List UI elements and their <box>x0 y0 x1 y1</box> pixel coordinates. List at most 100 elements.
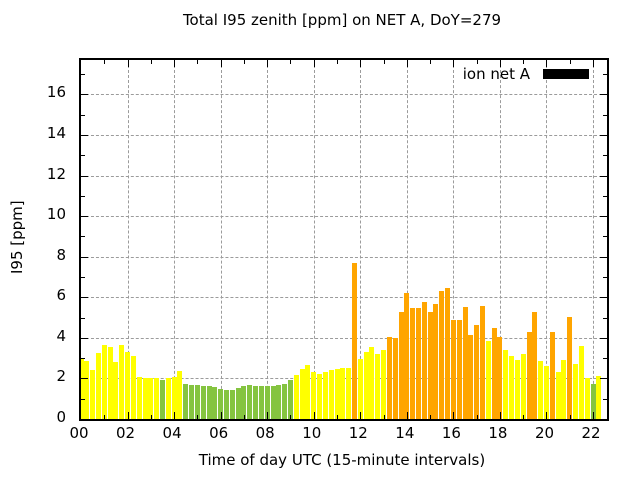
y-tick-mark <box>81 297 88 299</box>
bar-03:00 <box>148 378 154 419</box>
x-gridline <box>127 60 129 419</box>
y-tick-mark <box>600 337 607 339</box>
y-tick-mark <box>81 317 85 319</box>
bar-06:45 <box>235 387 241 419</box>
x-tick-mark <box>313 60 315 67</box>
x-tick-mark <box>267 412 269 419</box>
bar-18:15 <box>503 350 509 419</box>
bar-14:15 <box>410 308 416 419</box>
y-tick-label: 4 <box>56 326 66 345</box>
bar-07:45 <box>258 385 264 419</box>
bar-07:30 <box>253 385 259 419</box>
bar-19:30 <box>532 311 538 419</box>
bar-20:00 <box>543 366 549 419</box>
bar-12:15 <box>363 352 369 419</box>
x-tick-mark <box>360 412 362 419</box>
bar-08:45 <box>282 383 288 419</box>
bar-21:15 <box>573 364 579 419</box>
y-tick-mark <box>81 155 85 157</box>
x-tick-mark <box>313 412 315 419</box>
x-tick-label: 04 <box>162 424 182 442</box>
y-tick-mark <box>603 74 607 76</box>
y-tick-mark <box>81 216 88 218</box>
bar-19:15 <box>526 331 532 419</box>
y-gridline <box>81 135 607 137</box>
x-tick-mark <box>453 412 455 419</box>
y-gridline <box>81 94 607 96</box>
bar-10:45 <box>328 370 334 419</box>
x-tick-mark <box>267 60 269 67</box>
y-tick-mark <box>81 256 88 258</box>
bar-06:30 <box>229 389 235 419</box>
legend: ion net A <box>463 65 589 83</box>
y-tick-mark <box>81 337 88 339</box>
bar-18:30 <box>509 356 515 419</box>
bar-11:45 <box>351 262 357 419</box>
x-tick-mark <box>174 60 176 67</box>
x-tick-mark <box>174 412 176 419</box>
bar-04:00 <box>171 377 177 419</box>
x-gridline <box>267 60 269 419</box>
bar-00:30 <box>90 370 96 419</box>
bar-08:15 <box>270 385 276 419</box>
x-tick-mark <box>430 415 432 419</box>
y-tick-label: 6 <box>56 286 66 305</box>
bar-01:45 <box>119 344 125 419</box>
x-tick-mark <box>523 60 525 64</box>
x-tick-mark <box>476 415 478 419</box>
x-tick-label: 22 <box>581 424 601 442</box>
x-tick-label: 12 <box>348 424 368 442</box>
bar-10:15 <box>317 374 323 419</box>
bar-18:45 <box>514 360 520 419</box>
x-tick-mark <box>127 60 129 67</box>
x-tick-label: 18 <box>488 424 508 442</box>
x-gridline <box>499 60 501 419</box>
bar-21:00 <box>567 316 573 419</box>
x-tick-mark <box>197 60 199 64</box>
bar-00:45 <box>95 353 101 419</box>
x-tick-mark <box>546 60 548 67</box>
bar-09:30 <box>299 369 305 419</box>
x-tick-mark <box>383 415 385 419</box>
y-tick-mark <box>600 378 607 380</box>
x-tick-mark <box>569 415 571 419</box>
x-tick-label: 08 <box>255 424 275 442</box>
bar-04:30 <box>183 383 189 419</box>
x-tick-mark <box>243 415 245 419</box>
bar-06:00 <box>218 388 224 419</box>
bar-09:15 <box>293 375 299 419</box>
y-axis-label: I95 [ppm] <box>8 200 26 275</box>
bar-13:00 <box>381 350 387 419</box>
x-tick-mark <box>406 412 408 419</box>
x-tick-mark <box>150 60 152 64</box>
x-tick-mark <box>243 60 245 64</box>
bar-12:00 <box>357 359 363 419</box>
y-gridline <box>81 297 607 299</box>
y-tick-mark <box>81 94 88 96</box>
y-tick-mark <box>600 216 607 218</box>
y-tick-mark <box>603 155 607 157</box>
x-tick-label: 20 <box>534 424 555 442</box>
bar-10:30 <box>322 372 328 419</box>
bar-15:15 <box>433 304 439 419</box>
bar-05:15 <box>200 385 206 419</box>
x-tick-mark <box>337 415 339 419</box>
bar-02:00 <box>125 352 131 419</box>
y-tick-mark <box>81 236 85 238</box>
x-tick-mark <box>383 60 385 64</box>
x-tick-mark <box>430 60 432 64</box>
bar-03:45 <box>165 378 171 419</box>
x-gridline <box>406 60 408 419</box>
x-tick-mark <box>523 415 525 419</box>
x-tick-label: 02 <box>116 424 136 442</box>
x-tick-mark <box>197 415 199 419</box>
y-tick-mark <box>603 195 607 197</box>
bar-13:30 <box>392 337 398 419</box>
x-tick-mark <box>406 60 408 67</box>
y-gridline <box>81 337 607 339</box>
bar-09:45 <box>305 365 311 419</box>
bar-11:30 <box>346 368 352 419</box>
bar-00:15 <box>84 361 90 419</box>
bar-21:45 <box>584 378 590 419</box>
